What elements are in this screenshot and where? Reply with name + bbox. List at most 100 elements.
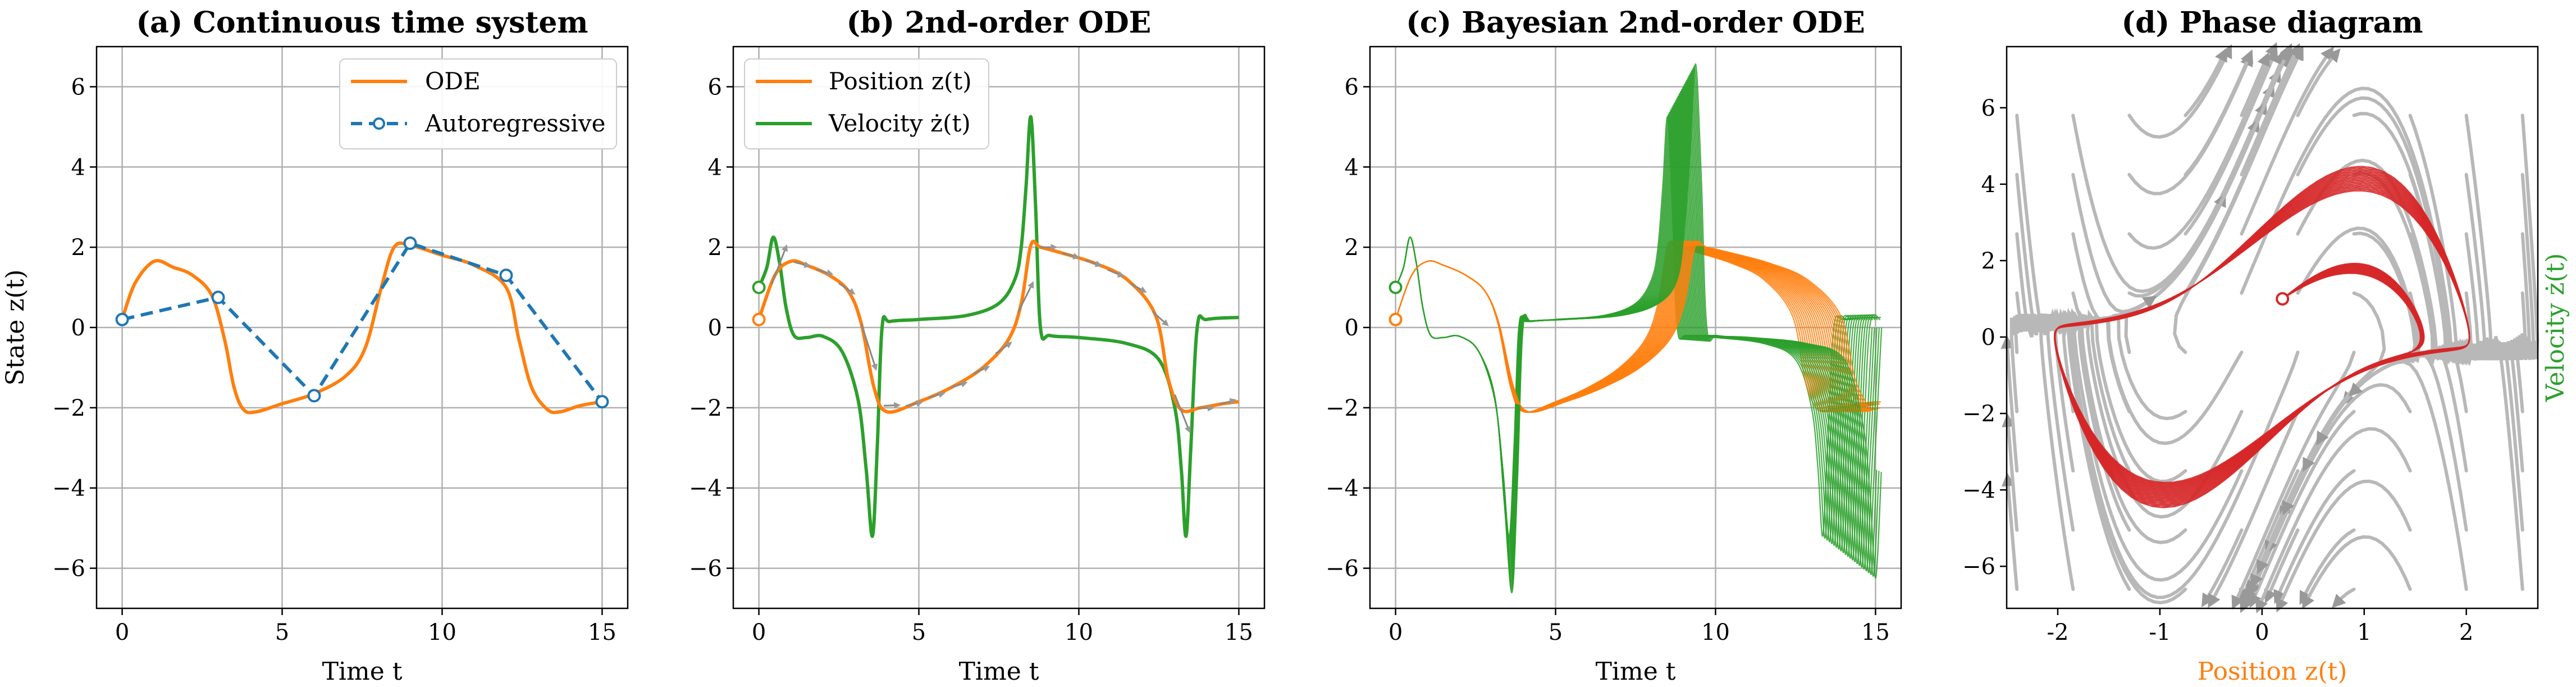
y-tick-label: 0: [1345, 315, 1359, 341]
legend: ODE Autoregressive: [339, 58, 617, 149]
velocity-sample-line: [1395, 116, 1876, 537]
position-start-point: [1389, 312, 1403, 326]
x-tick-label: 2: [2459, 620, 2473, 645]
gradient-arrow: [928, 391, 946, 399]
streamline: [2246, 338, 2524, 599]
gradient-arrow: [1017, 281, 1034, 313]
x-axis-label: Position z(t): [2198, 657, 2347, 686]
y-tick-label: −4: [52, 476, 85, 502]
position-sample-line: [1395, 240, 1879, 413]
gradient-arrow: [951, 381, 968, 389]
position-sample-line: [1395, 240, 1862, 413]
position-sample-line: [1395, 240, 1866, 413]
position-sample-line: [1395, 240, 1870, 413]
streamline: [2127, 42, 2278, 250]
streamline: [2127, 44, 2232, 139]
autoregressive-point: [499, 269, 513, 283]
gradient-arrow: [1062, 252, 1080, 260]
ticks: 0 5 10 15 −6 −4 −2 0 2 4 6: [52, 74, 616, 645]
legend-ode-label: ODE: [425, 67, 481, 95]
gradient-arrow: [1174, 394, 1191, 434]
y-tick-label: 6: [1981, 95, 1995, 121]
streamline: [2184, 49, 2253, 176]
streamline: [2255, 427, 2412, 613]
gradient-arrow: [860, 323, 878, 371]
streamline: [2264, 528, 2300, 604]
x-tick-label: 1: [2357, 620, 2371, 645]
gradient-arrow: [883, 402, 901, 409]
y-tick-label: −6: [1962, 554, 1995, 580]
position-sample-line: [1395, 240, 1875, 413]
streamline: [2296, 48, 2341, 117]
position-start-point: [752, 312, 766, 326]
x-tick-label: 15: [1225, 620, 1253, 645]
velocity-sample-line: [1395, 63, 1882, 593]
velocity-line: [757, 115, 1239, 538]
streamline: [2299, 528, 2356, 605]
position-sample-line: [1395, 240, 1867, 413]
panel-a: 0 5 10 15 −6 −4 −2 0 2 4 6 (a) Continuous time sys…: [1, 6, 629, 686]
streamline: [2240, 43, 2300, 176]
autoregressive-line: [121, 241, 604, 403]
streamlines: [2000, 42, 2540, 613]
streamline: [2273, 469, 2356, 604]
legend-frame: [339, 58, 617, 149]
axes-frame: [2006, 46, 2539, 609]
y-tick-label: −2: [1326, 395, 1359, 421]
plot-data: [752, 115, 1239, 538]
ode-line: [120, 241, 602, 415]
panel-d: -2 -1 0 1 2 −6 −4 −2 0 2 4 6 (d) Phase diagram Posi…: [1962, 6, 2570, 686]
y-tick-label: −4: [1962, 477, 1995, 503]
x-tick-label: 5: [275, 620, 289, 645]
y-tick-label: 2: [71, 235, 85, 261]
x-tick-label: 0: [115, 620, 129, 645]
x-tick-label: 10: [428, 620, 456, 645]
title: (c) Bayesian 2nd-order ODE: [1406, 6, 1865, 40]
x-tick-label: 10: [1701, 620, 1730, 645]
y-tick-label: 6: [71, 74, 85, 100]
streamline: [2184, 47, 2227, 117]
y-tick-label: 2: [708, 235, 722, 261]
gradient-arrow: [1107, 269, 1125, 277]
plot-data: [115, 236, 609, 415]
ticks: -2 -1 0 1 2 −6 −4 −2 0 2 4 6: [1962, 95, 2473, 645]
gradient-arrow: [972, 366, 990, 375]
gradient-arrow: [995, 342, 1012, 354]
y-tick-label: 4: [1981, 172, 1995, 198]
x-axis-label: Time t: [322, 657, 403, 686]
x-tick-label: -1: [2149, 620, 2171, 645]
gradient-arrow: [1219, 398, 1237, 406]
streamline: [2240, 46, 2334, 236]
streamline: [2061, 48, 2290, 413]
streamline: [2184, 46, 2303, 295]
trajectory-start-point: [2276, 292, 2290, 306]
legend-position-label: Position z(t): [829, 67, 972, 95]
autoregressive-point: [307, 389, 321, 403]
streamline: [2208, 410, 2300, 608]
trajectory-line: [2054, 171, 2470, 503]
ticks: 0 5 10 15 −6 −4 −2 0 2 4 6: [1326, 74, 1890, 645]
gradient-arrow: [838, 283, 856, 295]
gradient-arrow: [1129, 283, 1147, 293]
autoregressive-point: [211, 290, 225, 304]
streamline: [2231, 351, 2356, 610]
y-tick-label: −2: [52, 395, 85, 421]
x-tick-label: -2: [2047, 620, 2068, 645]
gradient-arrow: [816, 269, 834, 276]
panel-b: 0 5 10 15 −6 −4 −2 0 2 4 6 (b) 2nd-order ODE Time …: [689, 6, 1266, 686]
title: (a) Continuous time system: [136, 6, 588, 40]
position-sample-line: [1395, 240, 1872, 413]
y-axis-label: Velocity ż(t): [2541, 253, 2570, 403]
y-tick-label: 0: [1981, 325, 1995, 351]
trajectory-line: [2054, 173, 2470, 501]
x-tick-label: 0: [1389, 620, 1403, 645]
panel-c: 0 5 10 15 −6 −4 −2 0 2 4 6 (c) Bayesian 2nd-order …: [1326, 6, 1902, 686]
y-tick-label: −4: [1326, 476, 1359, 502]
streamline: [2250, 338, 2524, 589]
position-sample-line: [1395, 240, 1864, 413]
streamline: [2332, 587, 2356, 608]
title: (b) 2nd-order ODE: [847, 6, 1152, 40]
legend-ar-label: Autoregressive: [424, 110, 605, 137]
gradient-arrow: [793, 261, 811, 269]
